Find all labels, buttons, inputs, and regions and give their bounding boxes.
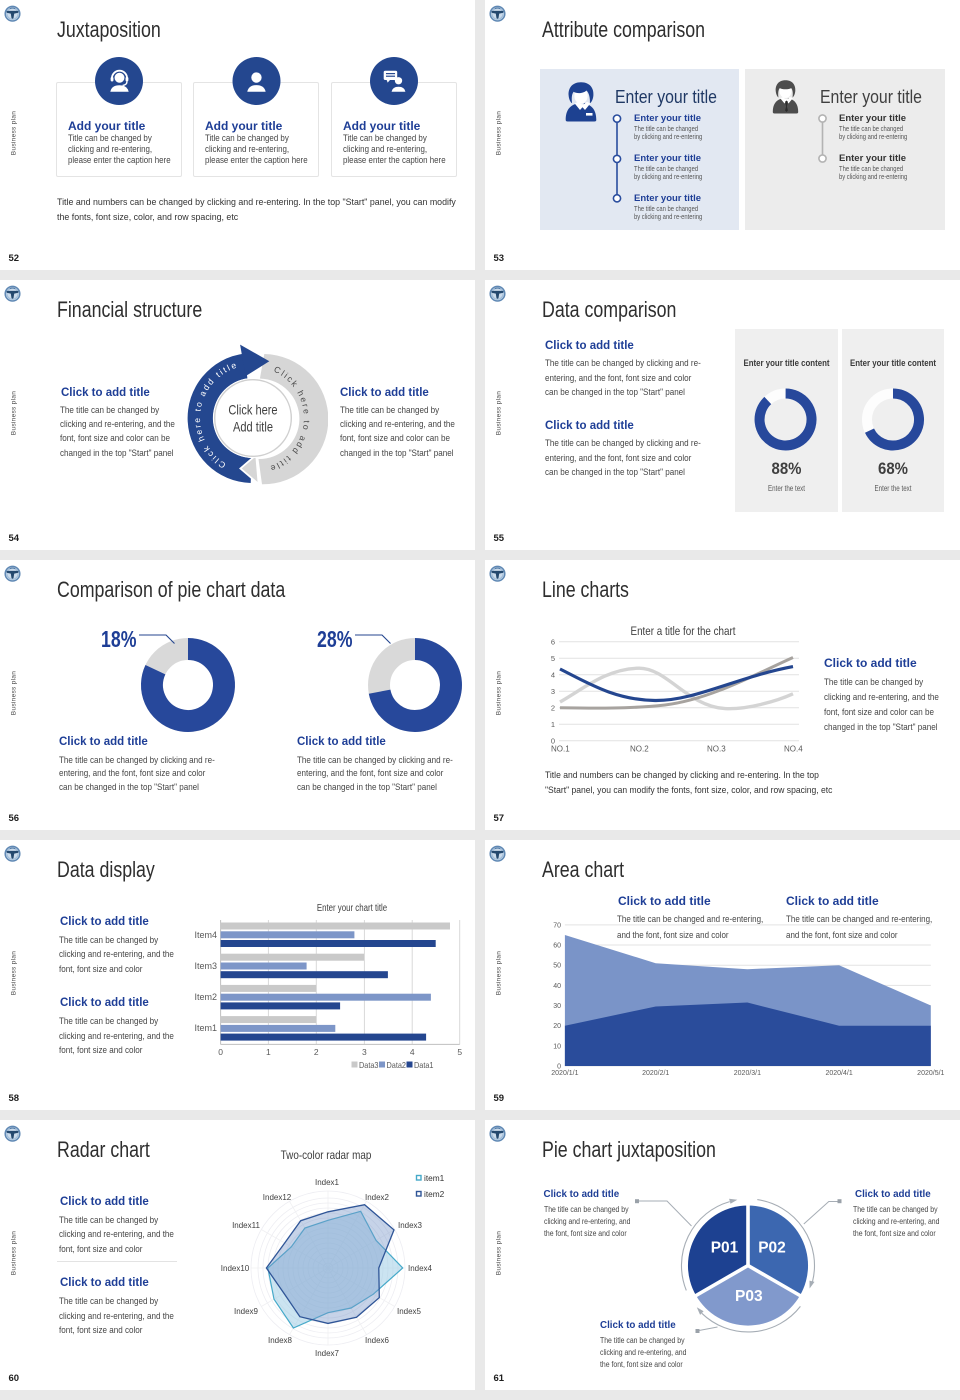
svg-text:Index4: Index4	[408, 1264, 433, 1273]
svg-text:0: 0	[557, 1064, 561, 1071]
svg-text:6: 6	[551, 637, 555, 646]
svg-text:1: 1	[551, 720, 555, 729]
svg-text:Index7: Index7	[315, 1349, 340, 1358]
svg-text:2: 2	[314, 1047, 319, 1057]
svg-text:Item2: Item2	[194, 992, 217, 1002]
svg-text:2020/4/1: 2020/4/1	[825, 1070, 852, 1077]
svg-text:Two-color radar map: Two-color radar map	[281, 1149, 372, 1162]
svg-text:Item4: Item4	[194, 930, 217, 940]
svg-text:Index9: Index9	[234, 1307, 259, 1316]
svg-text:Data2: Data2	[387, 1061, 407, 1070]
svg-text:4: 4	[551, 670, 555, 679]
svg-text:P01: P01	[711, 1240, 739, 1257]
svg-text:Index11: Index11	[232, 1221, 260, 1230]
svg-text:Enter a title for the chart: Enter a title for the chart	[631, 625, 736, 638]
svg-text:3: 3	[551, 687, 555, 696]
svg-text:item2: item2	[424, 1189, 445, 1199]
svg-text:20: 20	[553, 1023, 561, 1030]
svg-text:0: 0	[218, 1047, 223, 1057]
svg-text:Index3: Index3	[398, 1221, 423, 1230]
svg-text:40: 40	[553, 983, 561, 990]
svg-text:Click here: Click here	[228, 402, 277, 417]
svg-text:P02: P02	[758, 1240, 786, 1257]
svg-text:Index2: Index2	[365, 1193, 390, 1202]
svg-text:3: 3	[362, 1047, 367, 1057]
svg-text:item1: item1	[424, 1173, 445, 1183]
svg-text:Index1: Index1	[315, 1178, 340, 1187]
svg-text:NO.2: NO.2	[630, 745, 649, 754]
svg-text:4: 4	[410, 1047, 415, 1057]
svg-text:1: 1	[266, 1047, 271, 1057]
svg-text:10: 10	[553, 1043, 561, 1050]
svg-text:NO.1: NO.1	[551, 745, 570, 754]
svg-text:2020/5/1: 2020/5/1	[917, 1070, 944, 1077]
svg-text:Index6: Index6	[365, 1336, 390, 1345]
svg-text:70: 70	[553, 922, 561, 929]
svg-text:2020/2/1: 2020/2/1	[642, 1070, 669, 1077]
svg-text:Index8: Index8	[268, 1336, 293, 1345]
svg-text:Data3: Data3	[359, 1061, 379, 1070]
svg-text:30: 30	[553, 1003, 561, 1010]
svg-text:0: 0	[551, 736, 555, 745]
svg-text:Data1: Data1	[414, 1061, 434, 1070]
svg-text:P03: P03	[735, 1288, 763, 1305]
svg-text:Enter your chart title: Enter your chart title	[317, 902, 387, 913]
svg-text:Item3: Item3	[194, 961, 217, 971]
svg-text:2020/3/1: 2020/3/1	[734, 1070, 761, 1077]
svg-text:Index10: Index10	[221, 1264, 250, 1273]
svg-text:NO.4: NO.4	[784, 745, 803, 754]
svg-text:Index12: Index12	[263, 1193, 292, 1202]
svg-text:Index5: Index5	[397, 1307, 422, 1316]
svg-text:2020/1/1: 2020/1/1	[551, 1070, 578, 1077]
svg-text:60: 60	[553, 943, 561, 950]
svg-text:Item1: Item1	[194, 1023, 217, 1033]
svg-text:50: 50	[553, 963, 561, 970]
svg-text:NO.3: NO.3	[707, 745, 726, 754]
svg-text:2: 2	[551, 703, 555, 712]
svg-text:5: 5	[457, 1047, 462, 1057]
svg-text:Add title: Add title	[233, 419, 273, 434]
svg-text:5: 5	[551, 654, 555, 663]
